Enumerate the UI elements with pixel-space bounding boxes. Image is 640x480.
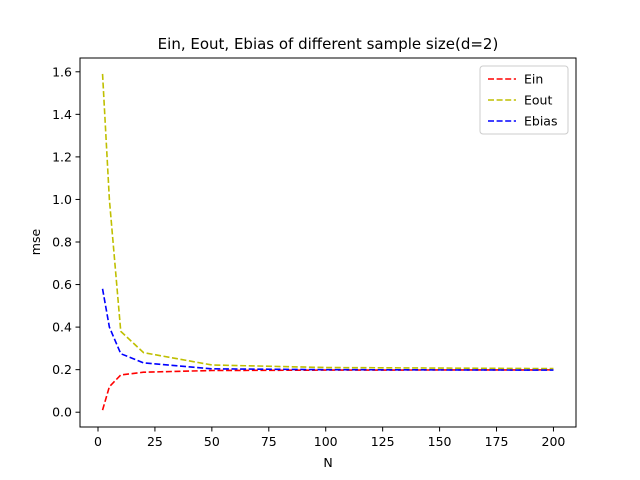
- x-tick-label: 125: [371, 434, 395, 449]
- y-tick-label: 0.2: [52, 362, 72, 377]
- y-tick-label: 1.4: [52, 107, 72, 122]
- series-line-eout: [101, 73, 554, 370]
- x-axis-label: N: [323, 455, 332, 470]
- chart-title: Ein, Eout, Ebias of different sample siz…: [158, 35, 499, 53]
- y-tick-label: 0.6: [52, 277, 72, 292]
- legend-label-eout: Eout: [524, 93, 552, 108]
- series-line-ein: [101, 369, 554, 411]
- x-tick-label: 175: [485, 434, 509, 449]
- legend-box: [479, 65, 569, 135]
- y-tick-label: 1.6: [52, 64, 72, 79]
- y-axis-label: mse: [28, 229, 43, 256]
- y-tick-label: 0.8: [52, 235, 72, 250]
- x-tick-label: 25: [147, 434, 163, 449]
- y-tick-label: 1.0: [52, 192, 72, 207]
- plot-area: 0 25 50 75 100 125 150 175 200 0.0 0.2 0.4 0.6 0.8 1.0…: [52, 57, 577, 449]
- x-tick-label: 100: [314, 434, 338, 449]
- y-tick-label: 0.4: [52, 320, 72, 335]
- legend-label-ein: Ein: [524, 72, 543, 87]
- series-line-ebias: [101, 288, 554, 371]
- x-tick-label: 0: [94, 434, 102, 449]
- y-tick-label: 1.2: [52, 149, 72, 164]
- x-tick-label: 150: [428, 434, 452, 449]
- x-tick-label: 200: [542, 434, 566, 449]
- legend: Ein Eout Ebias: [479, 65, 569, 135]
- legend-label-ebias: Ebias: [524, 114, 557, 129]
- x-tick-label: 50: [204, 434, 220, 449]
- y-tick-label: 0.0: [52, 405, 72, 420]
- x-tick-label: 75: [261, 434, 277, 449]
